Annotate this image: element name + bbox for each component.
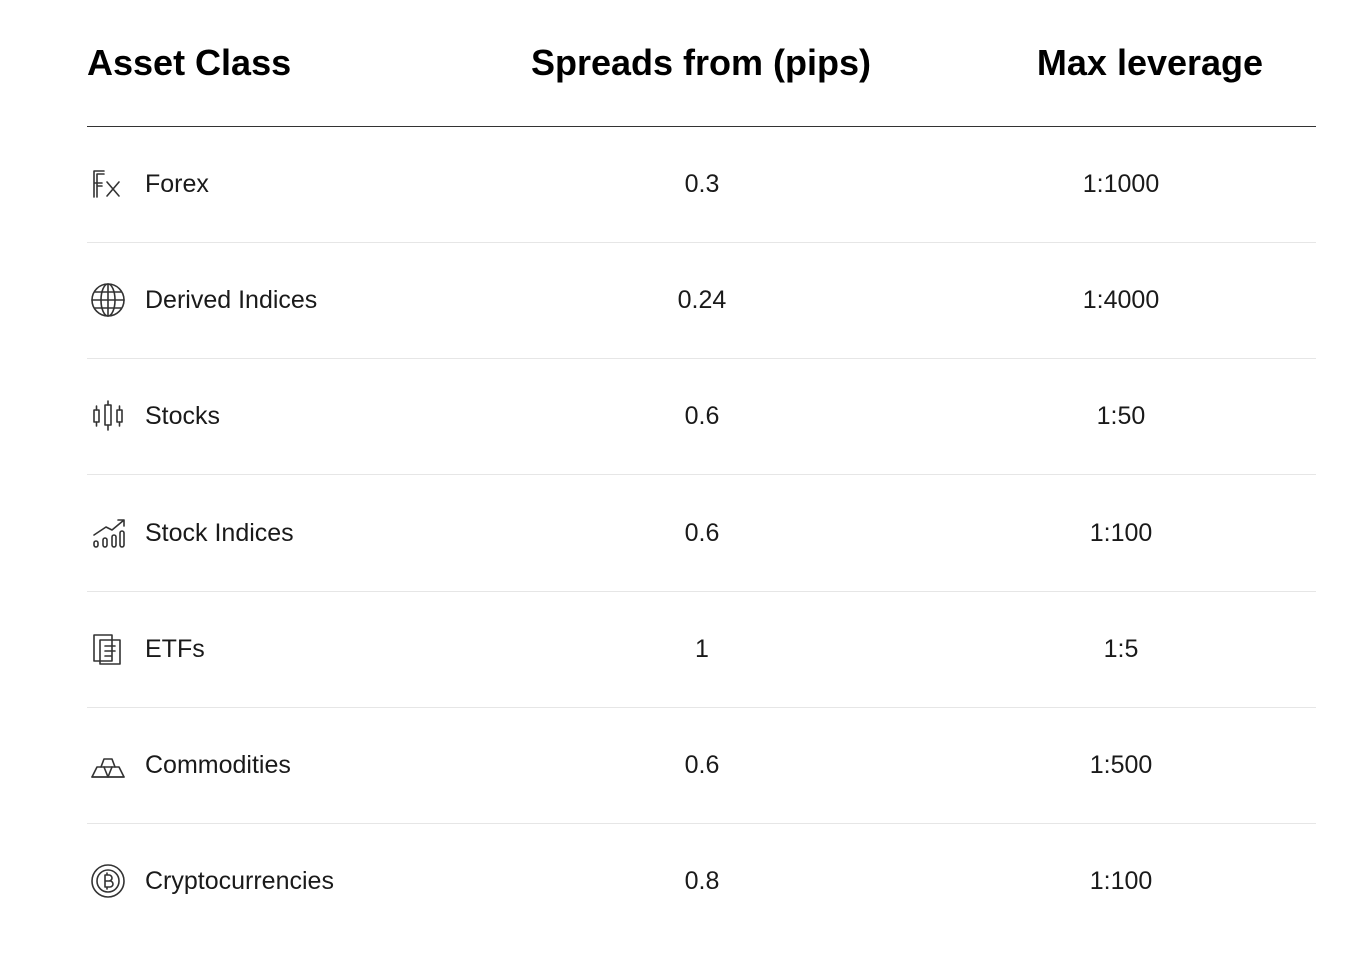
asset-icon: [90, 166, 126, 202]
spread-value: 0.8: [684, 867, 720, 896]
leverage-value: 1:4000: [1082, 286, 1160, 315]
asset-name: Cryptocurrencies: [145, 867, 334, 896]
header-rule: [87, 126, 1316, 127]
asset-name: Stocks: [145, 402, 221, 431]
leverage-value: 1:500: [1089, 751, 1153, 779]
asset-icon: [90, 863, 126, 899]
row-separator: [87, 474, 1316, 475]
asset-name: Forex: [145, 170, 209, 198]
spread-value: 1: [695, 634, 709, 663]
asset-name: ETFs: [145, 634, 205, 663]
asset-icon: [90, 515, 126, 551]
asset-icon: [90, 631, 126, 667]
icon-graphic: [91, 283, 125, 317]
spread-value: 0.24: [677, 286, 727, 315]
icon-graphic: [93, 400, 123, 432]
asset-name: Derived Indices: [145, 286, 318, 315]
row-separator: [87, 242, 1316, 243]
icon-graphic: [91, 864, 125, 898]
asset-icon: [90, 747, 126, 783]
spread-value: 0.6: [684, 402, 720, 431]
spread-value: 0.3: [684, 170, 720, 198]
spread-value: 0.6: [684, 518, 720, 547]
asset-icon: [90, 282, 126, 318]
spread-value: 0.6: [684, 751, 720, 779]
leverage-value: 1:100: [1089, 867, 1153, 896]
row-separator: [87, 707, 1316, 708]
header-cell: Asset Class: [87, 42, 292, 83]
icon-graphic: [93, 633, 121, 665]
icon-graphic: [93, 518, 125, 548]
asset-icon: [90, 398, 126, 434]
header-cell: Spreads from (pips): [530, 42, 872, 83]
row-separator: [87, 358, 1316, 359]
row-separator: [87, 823, 1316, 824]
leverage-value: 1:5: [1103, 634, 1139, 663]
leverage-value: 1:100: [1089, 518, 1153, 547]
asset-name: Commodities: [145, 751, 291, 779]
leverage-value: 1:1000: [1082, 170, 1160, 198]
row-separator: [87, 591, 1316, 592]
header-cell: Max leverage: [1036, 42, 1264, 83]
icon-graphic: [91, 758, 125, 778]
asset-name: Stock Indices: [145, 518, 294, 547]
icon-graphic: [93, 170, 120, 198]
leverage-value: 1:50: [1096, 402, 1146, 431]
